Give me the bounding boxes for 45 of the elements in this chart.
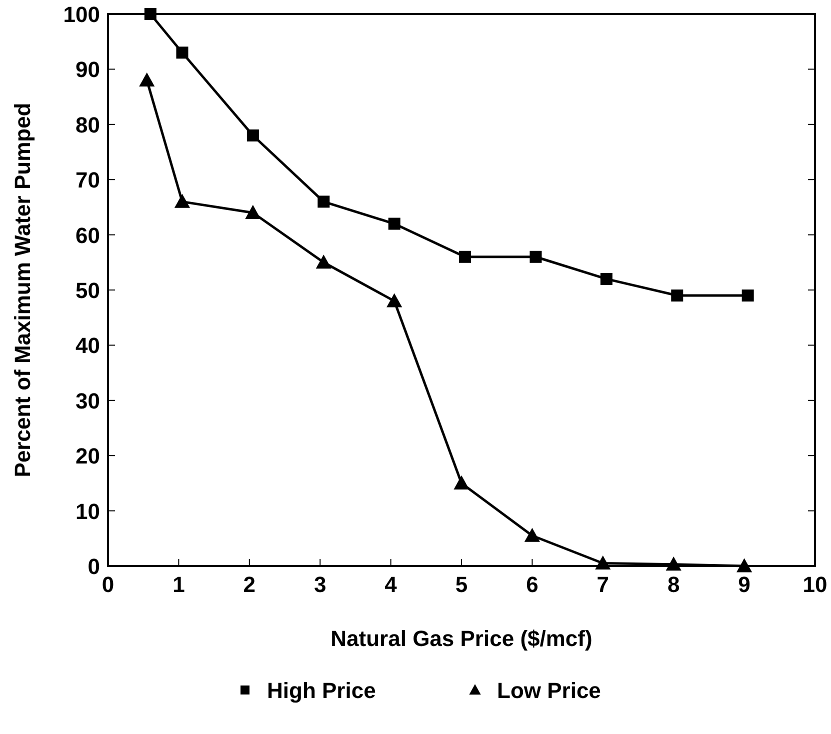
y-axis-title: Percent of Maximum Water Pumped: [10, 102, 35, 478]
x-tick-label: 5: [455, 572, 468, 597]
x-tick-label: 9: [738, 572, 750, 597]
point: [459, 250, 472, 263]
y-tick-label: 20: [76, 444, 100, 469]
y-tick-label: 60: [76, 222, 100, 248]
point: [671, 290, 684, 302]
x-tick-label: 1: [172, 572, 185, 597]
point: [736, 558, 752, 572]
point: [318, 196, 330, 208]
point: [600, 272, 612, 285]
x-tick-label: 10: [802, 572, 828, 597]
y-tick-label: 30: [76, 388, 100, 414]
y-tick-label: 10: [76, 498, 100, 524]
y-tick-label: 0: [88, 554, 100, 579]
point: [595, 555, 611, 570]
point: [388, 218, 400, 230]
point: [524, 528, 540, 542]
legend-label: Low Price: [497, 678, 601, 703]
point: [666, 556, 682, 571]
point: [742, 290, 754, 302]
point: [386, 293, 402, 308]
point: [530, 250, 542, 263]
y-tick-label: 80: [76, 112, 100, 138]
point: [174, 194, 190, 208]
y-tick-label: 70: [76, 168, 100, 193]
x-tick-label: 8: [667, 572, 680, 597]
y-tick-label: 90: [76, 57, 100, 82]
point: [246, 129, 259, 142]
x-tick-label: 2: [243, 572, 256, 597]
x-tick-label: 3: [314, 572, 326, 597]
y-tick-label: 50: [76, 278, 100, 303]
x-tick-label: 7: [596, 572, 610, 597]
x-tick-label: 4: [384, 572, 398, 597]
y-tick-label: 100: [63, 2, 100, 27]
point: [454, 475, 470, 490]
x-tick-label: 6: [526, 572, 538, 597]
point: [144, 8, 156, 20]
point: [176, 46, 188, 59]
y-tick-label: 40: [76, 333, 100, 358]
point: [316, 254, 332, 269]
point: [245, 204, 261, 219]
legend-label: High Price: [267, 678, 376, 703]
point: [139, 72, 155, 86]
x-axis-title: Natural Gas Price ($/mcf): [330, 626, 592, 651]
